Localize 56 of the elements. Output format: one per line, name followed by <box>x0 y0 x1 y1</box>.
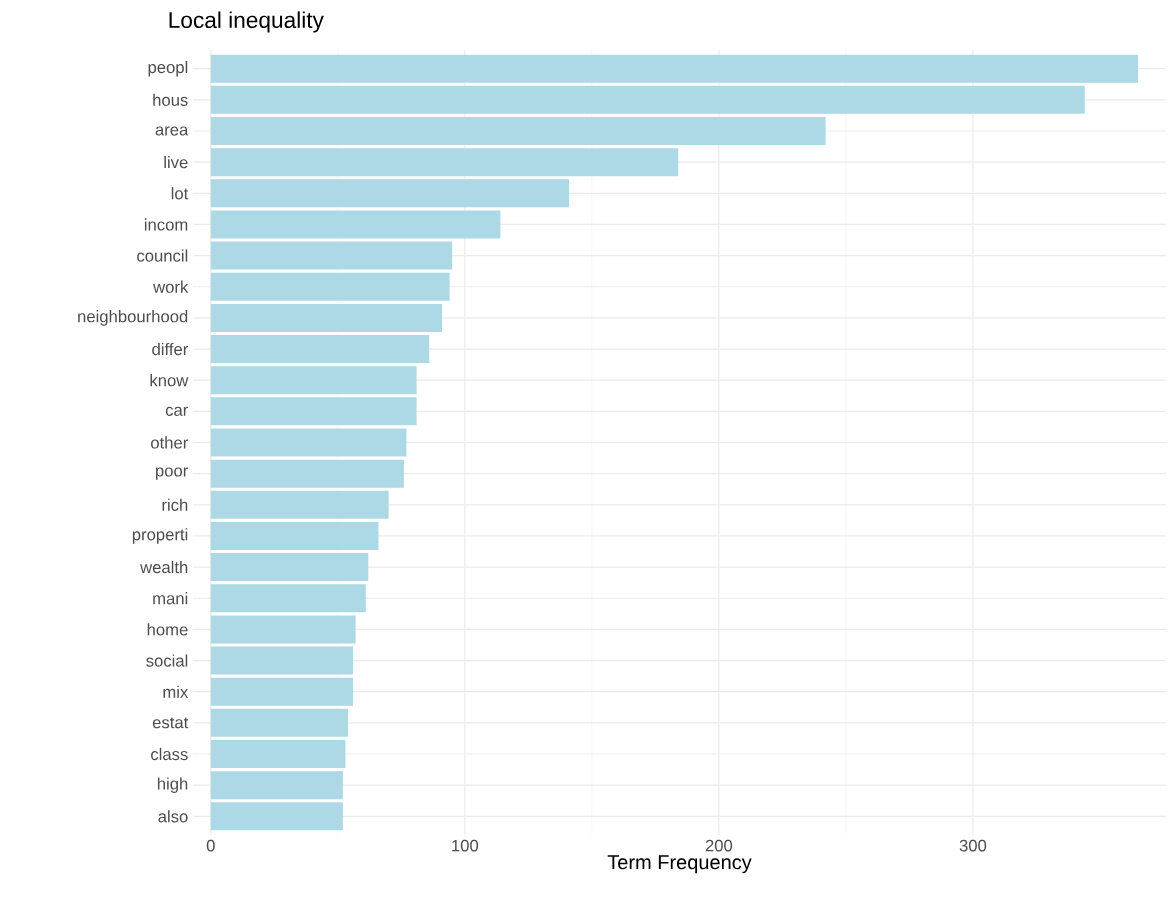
bar <box>210 802 343 831</box>
y-tick-label: hous <box>153 93 188 106</box>
y-tick-label: work <box>153 280 189 293</box>
y-tick-label: area <box>155 126 189 136</box>
y-tick-label: also <box>158 810 188 823</box>
y-tick-label: live <box>164 156 188 169</box>
bar <box>210 210 501 239</box>
y-tick-label: mix <box>163 685 189 698</box>
bar <box>210 366 417 395</box>
bar <box>210 771 343 800</box>
x-tick-label: 200 <box>705 839 733 852</box>
y-tick-label: know <box>150 374 189 387</box>
x-tick-label: 300 <box>959 839 987 852</box>
x-axis-title: Term Frequency <box>607 855 752 874</box>
bar <box>210 397 417 426</box>
y-tick-label: car <box>165 406 189 416</box>
bar <box>210 54 1139 83</box>
y-tick-label: rich <box>162 498 188 511</box>
y-tick-label: lot <box>171 187 189 200</box>
y-tick-label: differ <box>152 342 189 356</box>
bar <box>210 521 379 550</box>
y-tick-label: estat <box>152 717 189 729</box>
y-tick-label: high <box>157 777 188 793</box>
y-tick-label: class <box>151 747 188 761</box>
y-tick-label: poor <box>156 467 189 480</box>
bar <box>210 116 826 145</box>
bar <box>210 677 354 706</box>
y-tick-label: other <box>151 436 189 449</box>
bar <box>210 85 1085 114</box>
bar <box>210 335 430 364</box>
y-tick-label: council <box>137 249 188 262</box>
bar <box>210 428 407 457</box>
bar <box>210 148 679 177</box>
y-tick-label: peopl <box>148 60 188 77</box>
bar <box>210 459 404 488</box>
x-tick-label: 0 <box>206 839 215 852</box>
bar <box>210 584 366 613</box>
y-tick-label: social <box>146 654 188 667</box>
y-tick-label: wealth <box>140 560 188 574</box>
y-tick-label: neighbourhood <box>78 310 188 326</box>
bar <box>210 553 369 582</box>
bar <box>210 615 356 644</box>
bar <box>210 303 442 332</box>
y-tick-label: home <box>147 623 188 636</box>
y-tick-label: mani <box>153 592 188 605</box>
bar <box>210 646 354 675</box>
y-tick-label: incom <box>144 218 188 231</box>
x-tick-label: 100 <box>452 839 479 852</box>
y-tick-label: properti <box>132 528 188 544</box>
bar <box>210 490 389 519</box>
chart-title: Local inequality <box>169 11 324 33</box>
bar <box>210 708 348 737</box>
bar <box>210 179 569 208</box>
bar <box>210 241 453 270</box>
bar <box>210 740 346 768</box>
bar <box>210 272 450 301</box>
